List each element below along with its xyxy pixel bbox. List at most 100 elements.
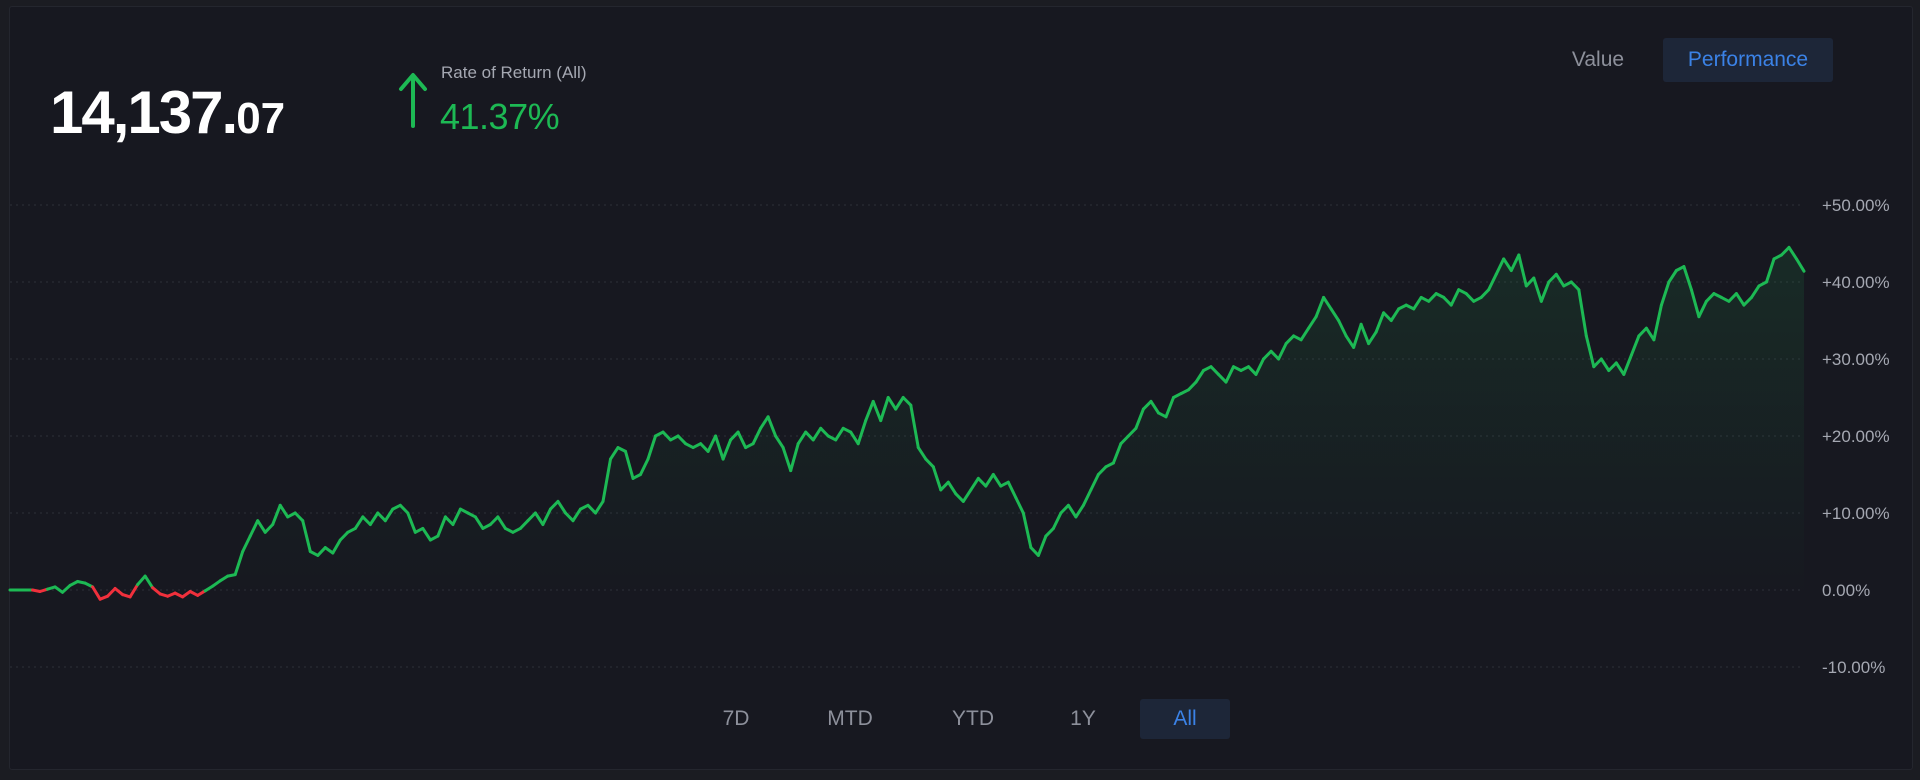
performance-line-segment bbox=[256, 519, 267, 534]
performance-line-segment bbox=[181, 590, 192, 599]
performance-line-segment bbox=[376, 511, 387, 523]
performance-line-segment bbox=[293, 511, 305, 523]
performance-line-segment bbox=[1569, 280, 1581, 292]
performance-line-segment bbox=[1059, 503, 1070, 515]
performance-line-segment bbox=[924, 457, 935, 469]
performance-line-segment bbox=[1119, 434, 1130, 446]
performance-line-segment bbox=[1614, 361, 1626, 376]
range-ytd-button[interactable]: YTD bbox=[952, 707, 994, 730]
performance-line-segment bbox=[594, 499, 605, 515]
performance-line-segment bbox=[338, 530, 350, 542]
performance-line-segment bbox=[106, 587, 117, 598]
performance-line-segment bbox=[916, 446, 928, 461]
performance-line-segment bbox=[1277, 342, 1288, 361]
performance-line-segment bbox=[1547, 272, 1558, 284]
performance-line-segment bbox=[1359, 322, 1371, 346]
chart-lines bbox=[8, 245, 1806, 601]
range-7d-button[interactable]: 7D bbox=[722, 707, 750, 730]
performance-line-segment bbox=[1299, 326, 1311, 342]
performance-line-segment bbox=[939, 480, 950, 492]
performance-line-segment bbox=[954, 492, 965, 503]
range-all-button[interactable]: All bbox=[1140, 699, 1230, 739]
performance-line-segment bbox=[1704, 292, 1716, 303]
performance-line-segment bbox=[301, 519, 312, 553]
performance-line-segment bbox=[151, 586, 162, 596]
performance-line-segment bbox=[1021, 511, 1033, 550]
y-axis-ticks: +50.00% +40.00% +30.00% +20.00% +10.00% 0.00%… bbox=[1822, 196, 1890, 677]
performance-line-segment bbox=[564, 511, 575, 523]
performance-line-segment bbox=[1036, 534, 1048, 557]
performance-line-segment bbox=[1367, 330, 1378, 346]
performance-line-segment bbox=[1412, 295, 1423, 311]
performance-line-segment bbox=[1554, 272, 1566, 288]
performance-line-segment bbox=[1689, 288, 1701, 319]
performance-line-segment bbox=[781, 446, 793, 473]
performance-line-segment bbox=[91, 585, 102, 601]
performance-line-segment bbox=[1697, 299, 1708, 319]
performance-line-segment bbox=[811, 426, 823, 442]
performance-line-segment bbox=[526, 511, 537, 523]
performance-line-segment bbox=[1509, 253, 1521, 272]
performance-line-segment bbox=[128, 583, 140, 599]
performance-line-segment bbox=[1599, 357, 1611, 372]
performance-line-segment bbox=[819, 426, 830, 438]
performance-line-segment bbox=[1464, 292, 1476, 303]
performance-line-segment bbox=[1532, 276, 1543, 303]
performance-line-segment bbox=[1442, 295, 1453, 307]
performance-line-segment bbox=[1787, 245, 1798, 261]
performance-line-segment bbox=[443, 515, 455, 526]
performance-line-segment bbox=[113, 587, 125, 597]
performance-line-segment bbox=[1089, 473, 1100, 492]
performance-line-segment bbox=[969, 476, 980, 492]
range-1y-button[interactable]: 1Y bbox=[1070, 707, 1096, 730]
performance-line-segment bbox=[894, 396, 905, 411]
performance-line-segment bbox=[421, 526, 432, 542]
performance-line-segment bbox=[661, 430, 673, 442]
performance-line-segment bbox=[1141, 399, 1153, 411]
performance-line-segment bbox=[323, 546, 335, 555]
performance-line-segment bbox=[263, 523, 275, 534]
y-tick-label: +10.00% bbox=[1822, 504, 1890, 523]
performance-line-segment bbox=[789, 442, 800, 473]
performance-line-segment bbox=[1126, 426, 1138, 438]
performance-line-segment bbox=[639, 457, 650, 476]
performance-line-segment bbox=[1734, 292, 1746, 307]
performance-line-segment bbox=[1637, 326, 1648, 338]
performance-line-segment bbox=[1374, 311, 1386, 334]
performance-line-segment bbox=[1081, 488, 1093, 507]
performance-line-segment bbox=[856, 419, 868, 446]
performance-line-segment bbox=[533, 511, 545, 526]
performance-line-segment bbox=[1795, 257, 1806, 273]
performance-line-segment bbox=[751, 426, 763, 446]
performance-line-segment bbox=[1389, 307, 1401, 322]
performance-line-segment bbox=[1217, 372, 1228, 384]
performance-line-segment bbox=[406, 511, 417, 534]
performance-line-segment bbox=[368, 511, 380, 526]
performance-line-segment bbox=[211, 579, 222, 588]
chart-area bbox=[10, 247, 1804, 600]
performance-area bbox=[10, 247, 1804, 600]
portfolio-total-value: 14,137.07 bbox=[50, 78, 285, 147]
performance-line-segment bbox=[1254, 357, 1265, 376]
performance-line-segment bbox=[1502, 257, 1513, 272]
performance-line-segment bbox=[984, 473, 995, 488]
performance-view-button[interactable]: Performance bbox=[1663, 38, 1833, 82]
performance-line-segment bbox=[271, 503, 282, 526]
performance-line-segment bbox=[646, 434, 657, 461]
value-view-button[interactable]: Value bbox=[1571, 48, 1625, 71]
performance-line-segment bbox=[586, 503, 597, 515]
performance-line-segment bbox=[1164, 396, 1175, 419]
arrow-up-icon bbox=[399, 73, 427, 128]
performance-line-segment bbox=[1494, 257, 1506, 276]
range-mtd-button[interactable]: MTD bbox=[827, 707, 873, 730]
performance-line-segment bbox=[1644, 326, 1656, 342]
performance-line-segment bbox=[1487, 272, 1498, 292]
performance-line-segment bbox=[976, 476, 988, 488]
performance-line-segment bbox=[1765, 257, 1776, 284]
performance-line-segment bbox=[1592, 357, 1603, 369]
performance-line-segment bbox=[699, 442, 710, 453]
performance-line-segment bbox=[1524, 276, 1536, 288]
performance-line-segment bbox=[241, 534, 252, 553]
performance-line-segment bbox=[879, 396, 890, 423]
